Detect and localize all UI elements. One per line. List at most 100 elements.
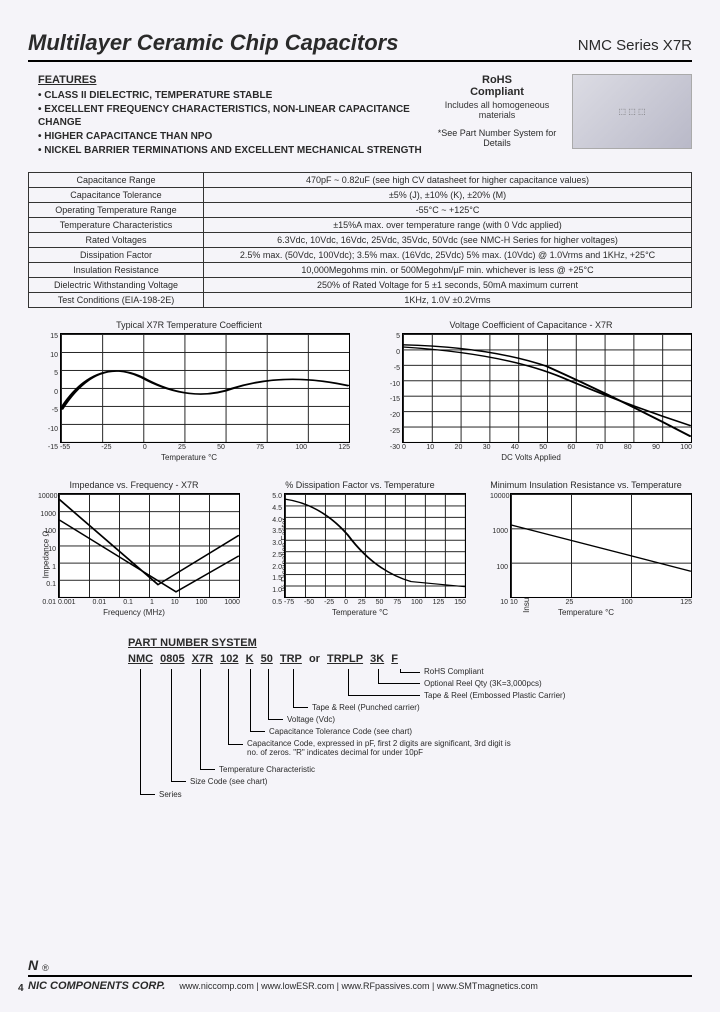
rohs-block: RoHS Compliant Includes all homogeneous … bbox=[432, 74, 562, 148]
table-row: Temperature Characteristics±15%A max. ov… bbox=[29, 218, 692, 233]
table-row: Capacitance Range470pF ~ 0.82uF (see hig… bbox=[29, 173, 692, 188]
features-block: FEATURES CLASS II DIELECTRIC, TEMPERATUR… bbox=[28, 74, 692, 158]
pns-seg: 3K bbox=[370, 653, 384, 665]
pns-label: Voltage (Vdc) bbox=[287, 715, 335, 724]
table-row: Insulation Resistance10,000Megohms min. … bbox=[29, 263, 692, 278]
table-cell: Temperature Characteristics bbox=[29, 218, 204, 233]
pns-label: Series bbox=[159, 790, 182, 799]
table-cell: Operating Temperature Range bbox=[29, 203, 204, 218]
axis-x-label: DC Volts Applied bbox=[370, 453, 692, 462]
pns-label: Optional Reel Qty (3K=3,000pcs) bbox=[424, 679, 542, 688]
axis-x-label: Frequency (MHz) bbox=[28, 608, 240, 617]
table-row: Operating Temperature Range-55°C ~ +125°… bbox=[29, 203, 692, 218]
pns-seg: F bbox=[391, 653, 398, 665]
y-ticks: 1000010001001010.10.01 bbox=[38, 493, 56, 606]
pns-seg: TRP bbox=[280, 653, 302, 665]
pns-label: Capacitance Code, expressed in pF, first… bbox=[247, 739, 517, 757]
footer-urls: www.niccomp.com | www.lowESR.com | www.R… bbox=[179, 981, 538, 991]
table-cell: -55°C ~ +125°C bbox=[204, 203, 692, 218]
table-cell: Capacitance Tolerance bbox=[29, 188, 204, 203]
x-ticks: 0.0010.010.11101001000 bbox=[58, 599, 240, 606]
table-cell: 470pF ~ 0.82uF (see high CV datasheet fo… bbox=[204, 173, 692, 188]
pns-seg: 0805 bbox=[160, 653, 184, 665]
pns-seg: NMC bbox=[128, 653, 153, 665]
page-number: 4 bbox=[18, 983, 24, 994]
chart-insulation: Minimum Insulation Resistance vs. Temper… bbox=[480, 480, 692, 617]
table-row: Dissipation Factor2.5% max. (50Vdc, 100V… bbox=[29, 248, 692, 263]
pns-or: or bbox=[309, 653, 320, 665]
pns-diagram: RoHS Compliant Optional Reel Qty (3K=3,0… bbox=[128, 669, 692, 809]
chart-title: Minimum Insulation Resistance vs. Temper… bbox=[480, 480, 692, 490]
header: Multilayer Ceramic Chip Capacitors NMC S… bbox=[28, 30, 692, 62]
chart-title: Typical X7R Temperature Coefficient bbox=[28, 320, 350, 330]
chart-title: % Dissipation Factor vs. Temperature bbox=[254, 480, 466, 490]
footer: N ® NIC COMPONENTS CORP. www.niccomp.com … bbox=[28, 957, 692, 992]
y-ticks: 10000100010010 bbox=[490, 493, 508, 606]
page-title: Multilayer Ceramic Chip Capacitors bbox=[28, 30, 398, 56]
pns-label: Tape & Reel (Punched carrier) bbox=[312, 703, 420, 712]
chart-plot bbox=[58, 493, 240, 598]
part-number-system: PART NUMBER SYSTEM NMC 0805 X7R 102 K 50… bbox=[128, 637, 692, 809]
feature-item: NICKEL BARRIER TERMINATIONS AND EXCELLEN… bbox=[38, 144, 422, 157]
logo-r: ® bbox=[42, 963, 49, 973]
table-cell: 1KHz, 1.0V ±0.2Vrms bbox=[204, 293, 692, 308]
table-cell: Dissipation Factor bbox=[29, 248, 204, 263]
feature-item: CLASS II DIELECTRIC, TEMPERATURE STABLE bbox=[38, 89, 422, 102]
x-ticks: 0102030405060708090100 bbox=[402, 444, 692, 451]
logo-icon: N bbox=[28, 957, 38, 973]
pns-label: Tape & Reel (Embossed Plastic Carrier) bbox=[424, 691, 565, 700]
chart-plot bbox=[60, 333, 350, 443]
table-cell: 2.5% max. (50Vdc, 100Vdc); 3.5% max. (16… bbox=[204, 248, 692, 263]
table-cell: Test Conditions (EIA-198-2E) bbox=[29, 293, 204, 308]
axis-x-label: Temperature °C bbox=[480, 608, 692, 617]
x-ticks: 1025100125 bbox=[510, 599, 692, 606]
chart-impedance: Impedance vs. Frequency - X7R Impedance … bbox=[28, 480, 240, 617]
pns-seg: 102 bbox=[220, 653, 238, 665]
pns-seg: X7R bbox=[192, 653, 213, 665]
table-row: Dielectric Withstanding Voltage250% of R… bbox=[29, 278, 692, 293]
pns-seg: TRPLP bbox=[327, 653, 363, 665]
table-cell: Dielectric Withstanding Voltage bbox=[29, 278, 204, 293]
table-cell: ±5% (J), ±10% (K), ±20% (M) bbox=[204, 188, 692, 203]
chart-title: Voltage Coefficient of Capacitance - X7R bbox=[370, 320, 692, 330]
company-name: NIC COMPONENTS CORP. bbox=[28, 980, 165, 992]
feature-item: EXCELLENT FREQUENCY CHARACTERISTICS, NON… bbox=[38, 103, 422, 129]
y-ticks: 50-5-10-15-20-25-30 bbox=[382, 333, 400, 451]
page-subtitle: NMC Series X7R bbox=[578, 37, 692, 54]
charts-row-2: Impedance vs. Frequency - X7R Impedance … bbox=[28, 480, 692, 617]
rohs-sub: Compliant bbox=[432, 86, 562, 98]
table-cell: ±15%A max. over temperature range (with … bbox=[204, 218, 692, 233]
chart-plot bbox=[284, 493, 466, 598]
y-ticks: 5.04.54.03.53.02.52.01.51.00.5 bbox=[264, 493, 282, 606]
table-row: Capacitance Tolerance±5% (J), ±10% (K), … bbox=[29, 188, 692, 203]
pns-heading: PART NUMBER SYSTEM bbox=[128, 637, 692, 649]
table-cell: 250% of Rated Voltage for 5 ±1 seconds, … bbox=[204, 278, 692, 293]
charts-row-1: Typical X7R Temperature Coefficient % Ca… bbox=[28, 320, 692, 462]
spec-table: Capacitance Range470pF ~ 0.82uF (see hig… bbox=[28, 172, 692, 308]
chart-dissipation: % Dissipation Factor vs. Temperature % D… bbox=[254, 480, 466, 617]
table-row: Test Conditions (EIA-198-2E)1KHz, 1.0V ±… bbox=[29, 293, 692, 308]
pns-seg: K bbox=[246, 653, 254, 665]
chart-title: Impedance vs. Frequency - X7R bbox=[28, 480, 240, 490]
axis-x-label: Temperature °C bbox=[254, 608, 466, 617]
pns-label: RoHS Compliant bbox=[424, 667, 484, 676]
rohs-includes: Includes all homogeneous materials bbox=[432, 100, 562, 120]
feature-item: HIGHER CAPACITANCE THAN NPO bbox=[38, 130, 422, 143]
product-photo: ⬚ ⬚ ⬚ bbox=[572, 74, 692, 149]
pns-seg: 50 bbox=[261, 653, 273, 665]
pns-label: Size Code (see chart) bbox=[190, 777, 267, 786]
x-ticks: -75-50-250255075100125150 bbox=[284, 599, 466, 606]
chart-temp-coef: Typical X7R Temperature Coefficient % Ca… bbox=[28, 320, 350, 462]
table-cell: Rated Voltages bbox=[29, 233, 204, 248]
pns-code: NMC 0805 X7R 102 K 50 TRP or TRPLP 3K F bbox=[128, 653, 692, 665]
rohs-note: *See Part Number System for Details bbox=[432, 128, 562, 148]
rohs-title: RoHS bbox=[432, 74, 562, 86]
chart-plot bbox=[402, 333, 692, 443]
table-cell: 6.3Vdc, 10Vdc, 16Vdc, 25Vdc, 35Vdc, 50Vd… bbox=[204, 233, 692, 248]
table-cell: Capacitance Range bbox=[29, 173, 204, 188]
pns-label: Temperature Characteristic bbox=[219, 765, 315, 774]
features-list: CLASS II DIELECTRIC, TEMPERATURE STABLE … bbox=[28, 89, 422, 157]
y-ticks: 151050-5-10-15 bbox=[40, 333, 58, 451]
chart-volt-coef: Voltage Coefficient of Capacitance - X7R… bbox=[370, 320, 692, 462]
axis-x-label: Temperature °C bbox=[28, 453, 350, 462]
